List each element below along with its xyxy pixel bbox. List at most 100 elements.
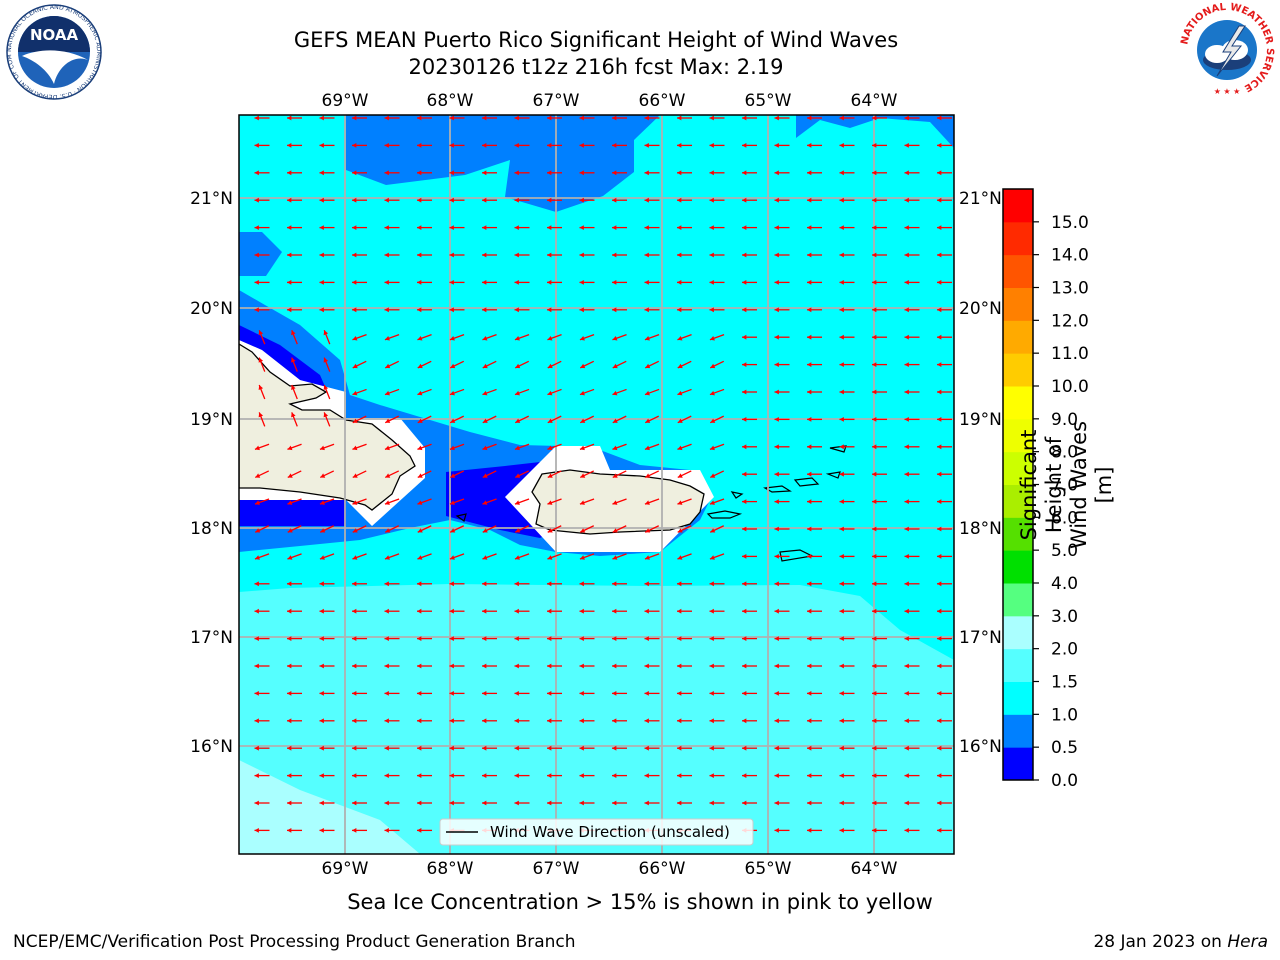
wave-direction-arrowhead <box>254 800 259 806</box>
wave-direction-arrowhead <box>547 170 552 176</box>
wave-direction-arrowhead <box>547 691 552 696</box>
wave-direction-arrowhead <box>579 691 584 696</box>
wave-direction-arrowhead <box>645 528 651 533</box>
lat-label-right: 19°N <box>959 410 1002 430</box>
wave-direction-arrowhead <box>839 225 844 230</box>
wave-direction-arrowhead <box>872 362 877 367</box>
wave-direction-arrowhead <box>319 636 324 641</box>
wave-direction-arrowhead <box>547 115 552 121</box>
wave-direction-arrowhead <box>677 225 682 230</box>
wave-direction-arrowhead <box>254 718 259 724</box>
wave-direction-arrowhead <box>709 555 715 560</box>
wave-direction-arrowhead <box>449 307 454 313</box>
wave-direction-arrowhead <box>904 663 909 669</box>
wave-direction-arrowhead <box>644 307 649 313</box>
wave-direction-arrowhead <box>709 718 714 724</box>
wave-direction-arrowhead <box>839 773 844 778</box>
wave-direction-arrowhead <box>839 745 844 751</box>
wave-direction-arrowhead <box>677 608 682 614</box>
wave-direction-arrowhead <box>872 718 877 724</box>
wave-direction-arrowhead <box>839 307 844 313</box>
wave-direction-arrowhead <box>807 691 812 696</box>
wave-direction-arrowhead <box>417 828 422 833</box>
wave-direction-arrowhead <box>352 363 358 369</box>
wave-direction-arrowhead <box>807 608 812 614</box>
wave-direction-arrowhead <box>904 444 909 450</box>
colorbar-tick-label: 8.0 <box>1051 443 1078 463</box>
wave-direction-arrowhead <box>580 363 586 369</box>
wave-direction-arrowhead <box>547 445 553 451</box>
wave-direction-arrowhead <box>644 691 649 696</box>
wave-direction-arrowhead <box>258 385 264 390</box>
wave-direction-arrowhead <box>352 336 358 341</box>
wave-direction-arrowhead <box>839 444 844 450</box>
wave-direction-arrowhead <box>709 608 714 614</box>
wave-direction-arrowhead <box>579 500 585 505</box>
wave-direction-arrowhead <box>742 745 747 751</box>
wave-field-0.0-0.5-b <box>239 500 346 526</box>
lon-label-top: 64°W <box>851 91 898 111</box>
wave-direction-arrowhead <box>319 445 325 451</box>
wave-direction-arrowhead <box>515 418 521 423</box>
wave-direction-arrowhead <box>872 225 877 230</box>
wave-direction-arrowhead <box>612 143 617 148</box>
wave-direction-arrowhead <box>254 608 259 614</box>
wave-direction-arrowhead <box>774 280 779 285</box>
wave-direction-arrowhead <box>872 608 877 614</box>
wave-direction-arrowhead <box>807 718 812 724</box>
wave-direction-arrowhead <box>709 773 714 778</box>
colorbar-swatch <box>1003 583 1033 617</box>
wave-direction-arrowhead <box>612 555 618 560</box>
lon-label-bottom: 68°W <box>427 859 474 879</box>
wave-direction-arrowhead <box>287 528 293 533</box>
wave-direction-arrowhead <box>514 170 519 176</box>
wave-direction-arrowhead <box>807 362 812 367</box>
wave-direction-arrowhead <box>839 362 844 367</box>
wave-direction-arrowhead <box>323 357 329 363</box>
colorbar-title: Significant Height of Wind Waves [m] <box>1017 420 1116 550</box>
wave-direction-arrowhead <box>807 471 812 477</box>
wave-direction-arrowhead <box>904 745 909 751</box>
wave-direction-arrowhead <box>254 225 259 230</box>
wave-direction-arrowhead <box>384 636 389 641</box>
wave-direction-arrowhead <box>384 718 389 724</box>
wave-direction-arrowhead <box>579 390 585 396</box>
wave-direction-arrowhead <box>417 745 422 751</box>
wave-direction-arrowhead <box>449 170 454 176</box>
wave-direction-arrowhead <box>742 581 747 587</box>
wave-direction-arrowhead <box>352 143 357 148</box>
map-plot-area <box>239 115 954 854</box>
wave-direction-arrowhead <box>839 280 844 285</box>
map-grid <box>239 115 954 854</box>
wave-direction-arrowhead <box>482 363 488 369</box>
lat-label-left: 18°N <box>190 519 233 539</box>
wave-direction-arrowhead <box>319 800 324 806</box>
lon-label-bottom: 67°W <box>533 859 580 879</box>
wave-direction-arrowhead <box>352 691 357 696</box>
wave-direction-arrowhead <box>384 500 390 505</box>
wave-direction-arrowhead <box>450 363 456 369</box>
wave-direction-arrowhead <box>254 636 259 641</box>
wave-direction-arrowhead <box>645 363 651 369</box>
wave-direction-arrowhead <box>254 252 259 258</box>
wave-direction-arrowhead <box>254 500 260 505</box>
lat-label-left: 19°N <box>190 410 233 430</box>
wave-field-2.0-3.0 <box>239 760 420 854</box>
wave-direction-arrowhead <box>482 718 487 724</box>
wave-direction-arrowhead <box>352 115 357 121</box>
wave-field-0.5-1.0-north <box>346 115 660 212</box>
wave-direction-arrowhead <box>709 115 714 121</box>
wave-direction-arrowhead <box>352 608 357 614</box>
wave-direction-arrowhead <box>482 581 487 587</box>
footer-date-text: 28 Jan 2023 on <box>1093 932 1222 952</box>
wave-direction-arrowhead <box>709 663 714 669</box>
wave-direction-arrowhead <box>644 800 649 806</box>
wave-direction-arrowhead <box>937 828 942 833</box>
wave-direction-arrowhead <box>514 252 519 258</box>
wave-direction-arrowhead <box>319 280 324 285</box>
wave-direction-arrowhead <box>449 280 454 285</box>
wave-direction-arrowhead <box>710 473 716 478</box>
wave-direction-arrowhead <box>482 115 487 121</box>
wave-direction-arrowhead <box>449 225 454 230</box>
wave-direction-arrowhead <box>644 197 649 203</box>
